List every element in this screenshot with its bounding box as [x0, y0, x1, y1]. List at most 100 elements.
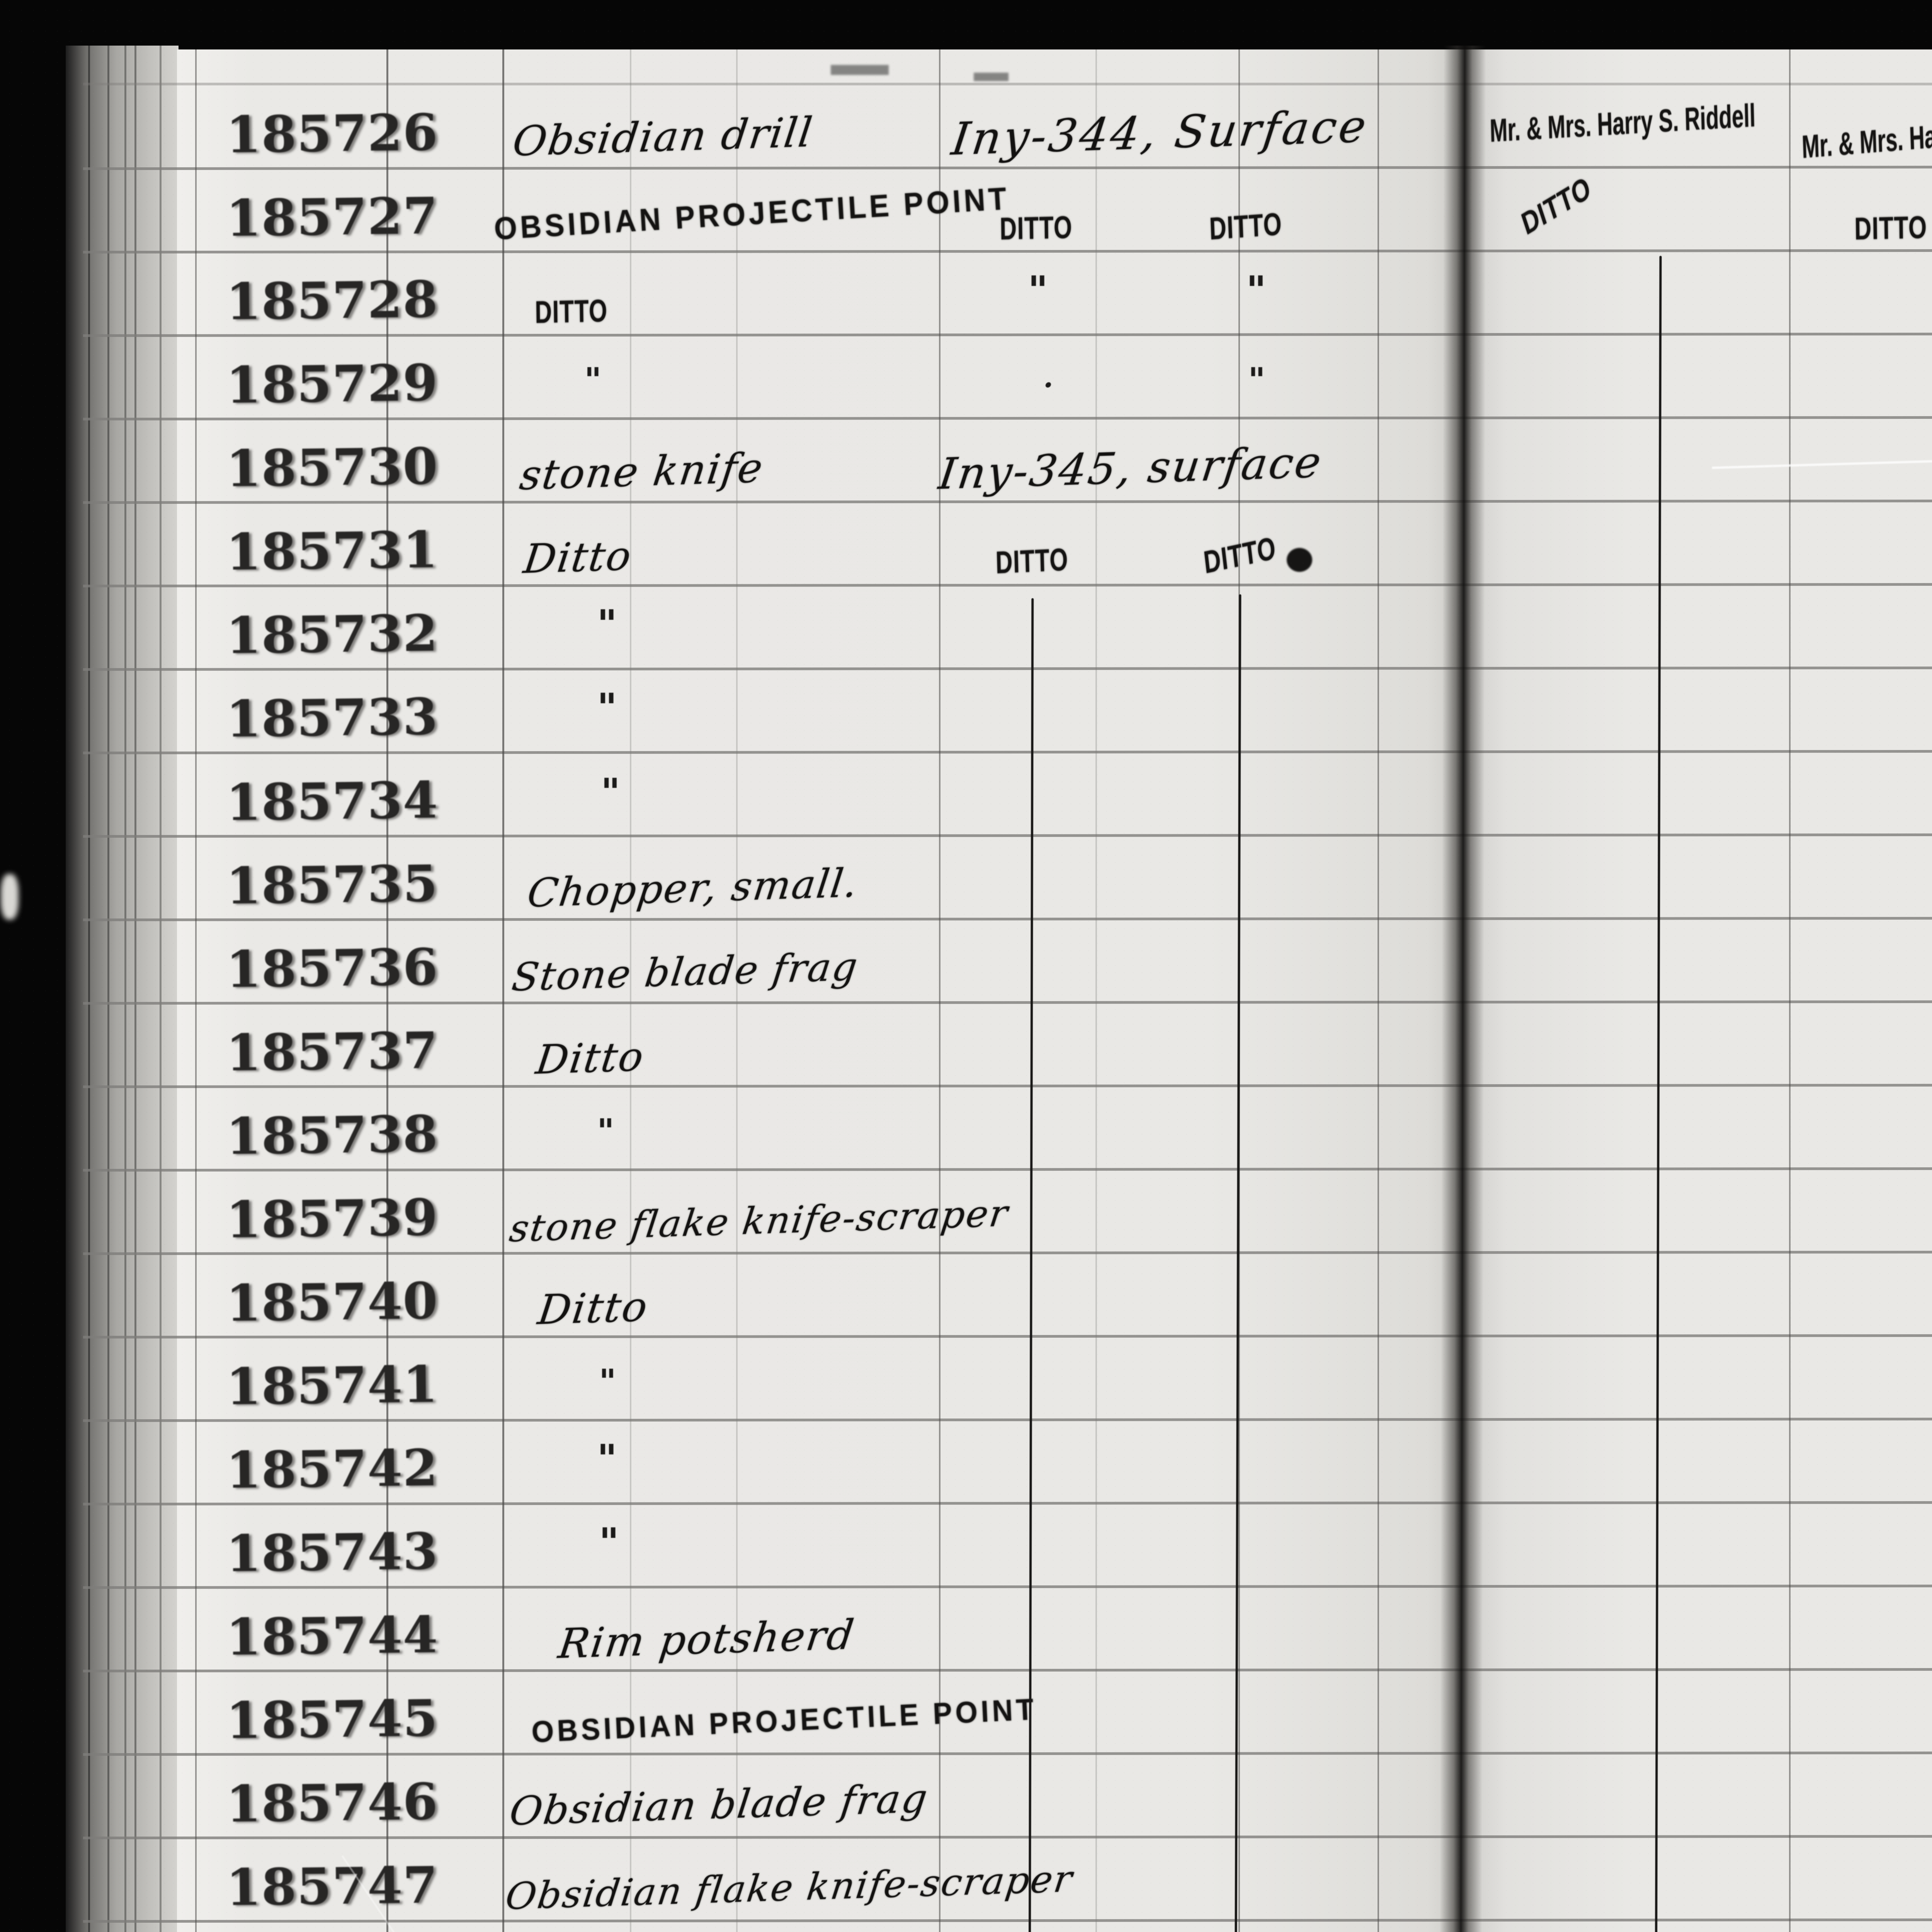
collector-stamp-2-text: Mr. & Mrs. Harry S. Riddell — [1801, 107, 1932, 165]
column-rule — [630, 49, 631, 1932]
column-rule — [1095, 49, 1097, 1932]
specimen-description-slot: Rim potsherd — [556, 1593, 857, 1668]
specimen-description-slot: " — [599, 1510, 619, 1585]
stamp-ink-blob — [1287, 548, 1312, 572]
ledger-page-left — [177, 49, 1466, 1932]
specimen-description-slot: " — [597, 1426, 617, 1502]
column-rule — [939, 49, 940, 1932]
catalog-number: 185740 — [226, 1271, 439, 1333]
catalog-number-slot: 185738 — [226, 1092, 439, 1168]
catalog-number-slot: 185726 — [226, 91, 439, 166]
catalog-number-slot: 185745 — [226, 1677, 439, 1752]
scan-artifact-notch — [1, 874, 19, 920]
catalog-number-slot: 185748 — [226, 1927, 438, 1932]
catalog-number: 185739 — [226, 1187, 439, 1250]
column-rule — [1378, 49, 1379, 1932]
site-ditto-mark-slot: . — [1043, 341, 1053, 417]
site-provenience-slot: Iny-345, surface — [936, 425, 1325, 500]
surface-ditto-mark-slot: " — [1246, 258, 1266, 333]
site-provenience: Iny-345, surface — [936, 437, 1326, 500]
catalog-number-slot: 185727 — [226, 174, 439, 250]
specimen-description-slot: DITTO — [535, 258, 633, 333]
catalog-number: 185734 — [226, 770, 439, 832]
specimen-description: " — [597, 1436, 617, 1481]
specimen-description: " — [597, 1112, 614, 1151]
column-rule — [386, 49, 388, 1932]
specimen-description: " — [597, 601, 617, 647]
site-ditto-mark-slot: DITTO — [1000, 174, 1098, 250]
catalog-number: 185730 — [226, 436, 439, 498]
catalog-number-slot: 185739 — [226, 1176, 439, 1251]
specimen-description: OBSIDIAN PROJECTILE POINT — [493, 180, 1011, 247]
catalog-number-slot: 185740 — [226, 1259, 439, 1335]
specimen-description-slot: Obsidian drill — [510, 91, 816, 166]
catalog-number-slot: 185731 — [226, 508, 439, 583]
catalog-number-slot: 185729 — [226, 341, 439, 417]
specimen-description-slot: OBSIDIAN PROJECTILE POINT — [531, 1677, 1065, 1752]
specimen-description: Obsidian blade frag — [507, 1776, 931, 1835]
catalog-number-slot: 185744 — [226, 1593, 439, 1668]
catalog-number: 185736 — [226, 937, 439, 999]
catalog-number-slot: 185741 — [226, 1343, 439, 1418]
specimen-description-slot: Ditto — [535, 1259, 651, 1335]
repeat-ditto-stamp: DITTO — [1854, 209, 1928, 247]
page-edge-line — [124, 46, 126, 1932]
specimen-description: " — [597, 685, 617, 730]
specimen-description-slot: " — [599, 1343, 616, 1418]
surface-ditto-mark-slot: DITTO — [1202, 508, 1304, 583]
specimen-description-slot: stone knife — [517, 425, 766, 500]
catalog-number: 185742 — [226, 1438, 439, 1500]
catalog-number: 185746 — [226, 1772, 439, 1834]
book-page-stack-left — [66, 46, 179, 1932]
specimen-description: Ditto — [533, 1033, 647, 1084]
site-ditto-mark: . — [1043, 361, 1053, 394]
repeat-ditto-stamp-slot: DITTO — [1854, 174, 1932, 250]
specimen-description-slot: " — [597, 1092, 614, 1168]
page-edge-line — [160, 46, 162, 1932]
specimen-description: " — [599, 1362, 616, 1401]
site-provenience: Iny-344, Surface — [949, 100, 1371, 166]
surface-ditto-mark-slot: " — [1248, 341, 1265, 417]
specimen-description-slot: OBSIDIAN PROJECTILE POINT — [493, 174, 1051, 250]
specimen-description-slot: Ditto — [533, 1009, 647, 1084]
specimen-description-slot: Obsidian blade frag — [507, 1760, 931, 1835]
catalog-number-slot: 185736 — [226, 925, 439, 1001]
catalog-number: 185741 — [226, 1354, 439, 1417]
collector-stamp-2: Mr. & Mrs. Harry S. Riddell — [1801, 93, 1932, 168]
catalog-number: 185733 — [226, 687, 439, 749]
site-ditto-mark-slot: DITTO — [995, 508, 1094, 583]
column-rule — [1789, 49, 1791, 1932]
catalog-number: 185737 — [226, 1020, 439, 1083]
surface-ditto-mark-slot: DITTO — [1209, 174, 1308, 250]
specimen-description-slot: Ditto — [534, 1927, 642, 1932]
specimen-description-slot: Obsidian flake knife-scraper — [503, 1844, 1075, 1919]
specimen-description: " — [599, 1519, 619, 1565]
specimen-description: stone flake knife-scraper — [507, 1191, 1011, 1251]
ruled-line — [83, 83, 1932, 85]
page-edge-line — [88, 46, 90, 1932]
catalog-number-slot: 185728 — [226, 258, 439, 333]
specimen-description: Ditto — [521, 532, 635, 583]
specimen-description-slot: Chopper, small. — [525, 842, 861, 917]
ink-fragment — [974, 73, 1009, 81]
catalog-number-slot: 185737 — [226, 1009, 439, 1084]
site-ditto-mark: DITTO — [995, 542, 1069, 581]
catalog-number-slot: 185735 — [226, 842, 439, 917]
catalog-number: 185729 — [226, 353, 439, 415]
collector-stamp-1-text: Mr. & Mrs. Harry S. Riddell — [1489, 97, 1756, 149]
page-edge-line — [134, 46, 136, 1932]
catalog-number: 185735 — [226, 854, 439, 916]
catalog-number-slot: 185743 — [226, 1510, 439, 1585]
catalog-number: 185743 — [226, 1521, 439, 1583]
specimen-description-slot: Stone blade frag — [509, 925, 861, 1001]
specimen-description-slot: " — [601, 759, 620, 834]
surface-ditto-mark: DITTO — [1202, 530, 1278, 581]
catalog-number-slot: 185733 — [226, 675, 439, 750]
catalog-number-slot: 185747 — [226, 1844, 439, 1919]
specimen-description-slot: " — [584, 341, 602, 417]
specimen-description: " — [601, 770, 621, 814]
specimen-description: Rim potsherd — [556, 1611, 858, 1668]
ledger-page-right — [1466, 49, 1932, 1932]
ink-fragment — [831, 65, 889, 75]
